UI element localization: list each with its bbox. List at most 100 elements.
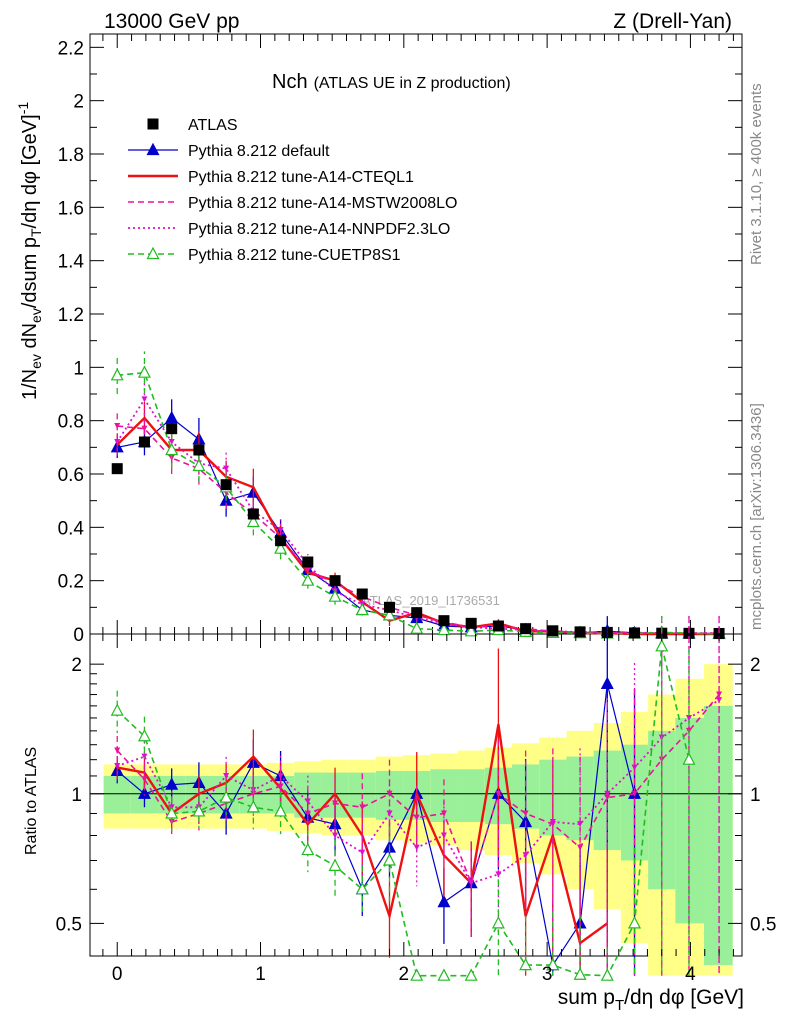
ratio-data-point [413, 844, 420, 851]
ratio-data-point [440, 810, 447, 817]
ratio-series-line [116, 646, 690, 977]
main-axis-ticks: 0 0.2 0.4 0.6 0.8 1 1.2 1.4 1.6 1.8 2 2.2 [58, 34, 742, 646]
ratio-data-point [464, 968, 478, 981]
atlas-data-point [465, 617, 477, 629]
main-data-point [114, 423, 121, 429]
main-data-point [192, 458, 206, 472]
ratio-data-point [359, 804, 366, 811]
x-tick-label: 1 [255, 964, 266, 985]
ratio-data-point [577, 844, 584, 851]
main-series-line [117, 371, 720, 635]
ratio-axis-ticks: 0.5 0.5 1 1 2 2 0 1 2 3 4 [56, 634, 776, 985]
ratio-inner-band [704, 705, 733, 966]
ratio-data-point [304, 798, 311, 805]
ratio-data-point [359, 849, 366, 856]
ratio-data-point [495, 871, 502, 878]
legend-marker [147, 118, 159, 130]
ratio-series-layer [110, 616, 723, 981]
ratio-data-point [110, 703, 124, 716]
atlas-data-point [411, 607, 423, 619]
analysis-watermark: ATLAS_2019_I1736531 [362, 593, 500, 608]
ratio-data-point [468, 880, 475, 887]
main-data-point [437, 622, 451, 636]
main-data-point [355, 602, 369, 616]
process-label: Z (Drell-Yan) [613, 10, 732, 33]
ratio-data-point [491, 916, 505, 929]
main-data-point [301, 573, 315, 586]
ratio-data-point [631, 764, 638, 771]
ratio-data-point [386, 790, 393, 797]
chart-title-main: Nch [272, 71, 308, 93]
main-data-point [110, 368, 124, 381]
ratio-inner-band [457, 769, 485, 822]
ratio-panel-frame [89, 633, 743, 957]
ratio-data-point [137, 728, 151, 742]
ratio-data-point [332, 832, 339, 839]
ratio-y-tick-label-right: 1 [750, 785, 761, 806]
ratio-data-point [682, 752, 696, 765]
ratio-data-point [546, 957, 560, 971]
x-axis-label: sum pT/dη dφ [GeV] [558, 986, 744, 1014]
ratio-data-point [141, 776, 148, 783]
ratio-data-point [277, 772, 284, 779]
main-y-tick-label: 1.2 [58, 305, 84, 326]
main-data-point [382, 608, 396, 621]
ratio-data-point [413, 814, 420, 821]
ratio-data-point [165, 777, 179, 790]
main-data-point [165, 442, 179, 456]
atlas-data-point [166, 423, 178, 435]
main-data-point [277, 527, 284, 533]
atlas-data-point [302, 556, 314, 568]
main-y-tick-label: 0.6 [58, 465, 84, 486]
legend-marker [146, 142, 160, 156]
main-y-tick-label: 1.6 [58, 198, 84, 219]
legend-label: Pythia 8.212 tune-A14-NNPDF2.3LO [188, 221, 450, 238]
ratio-inner-band [675, 717, 705, 924]
ratio-data-point [716, 697, 723, 704]
main-data-point [223, 465, 230, 472]
ratio-data-point [382, 853, 396, 866]
atlas-data-point [438, 615, 450, 627]
ratio-data-point [114, 763, 121, 770]
chart-title: Nch (ATLAS UE in Z production) [272, 71, 511, 93]
ratio-data-point [250, 790, 257, 797]
main-data-point [168, 439, 175, 445]
atlas-data-point [520, 623, 532, 635]
ratio-y-tick-label: 2 [71, 655, 82, 676]
x-tick-label: 0 [112, 964, 123, 985]
mcplots-reference-label: mcplots.cern.ch [arXiv:1306.3436] [748, 403, 765, 630]
main-y-tick-label: 0.4 [58, 518, 85, 539]
ratio-data-point [628, 916, 642, 929]
main-y-tick-label: 0.8 [58, 412, 84, 433]
ratio-data-point [328, 858, 342, 871]
atlas-data-point [547, 625, 559, 637]
atlas-data-point [247, 508, 259, 520]
ratio-data-point [114, 747, 121, 754]
ratio-data-point [437, 894, 451, 908]
x-tick-label: 2 [399, 964, 410, 985]
ratio-data-point [685, 714, 692, 721]
ratio-data-point [577, 821, 584, 828]
ratio-data-point [332, 800, 339, 807]
ratio-data-point [137, 786, 151, 799]
atlas-data-point [275, 535, 287, 547]
main-data-point [328, 589, 342, 602]
main-data-point [114, 439, 121, 445]
ratio-data-point [495, 790, 502, 797]
atlas-data-point [138, 436, 150, 448]
chart-subtitle: (ATLAS UE in Z production) [314, 75, 511, 92]
main-y-tick-label: 1.8 [58, 145, 84, 166]
atlas-data-point [356, 588, 368, 600]
legend-label: Pythia 8.212 tune-A14-CTEQL1 [188, 169, 414, 186]
ratio-data-point [519, 957, 533, 971]
main-data-point [141, 425, 148, 432]
ratio-data-point [573, 967, 587, 980]
x-tick-label: 4 [685, 964, 696, 985]
ratio-data-point [192, 804, 206, 817]
main-data-point [464, 624, 478, 637]
ratio-data-point [301, 842, 315, 856]
ratio-series-5 [110, 616, 696, 981]
atlas-data-point [574, 626, 586, 638]
ratio-data-point [410, 968, 424, 981]
ratio-data-point [165, 806, 179, 819]
